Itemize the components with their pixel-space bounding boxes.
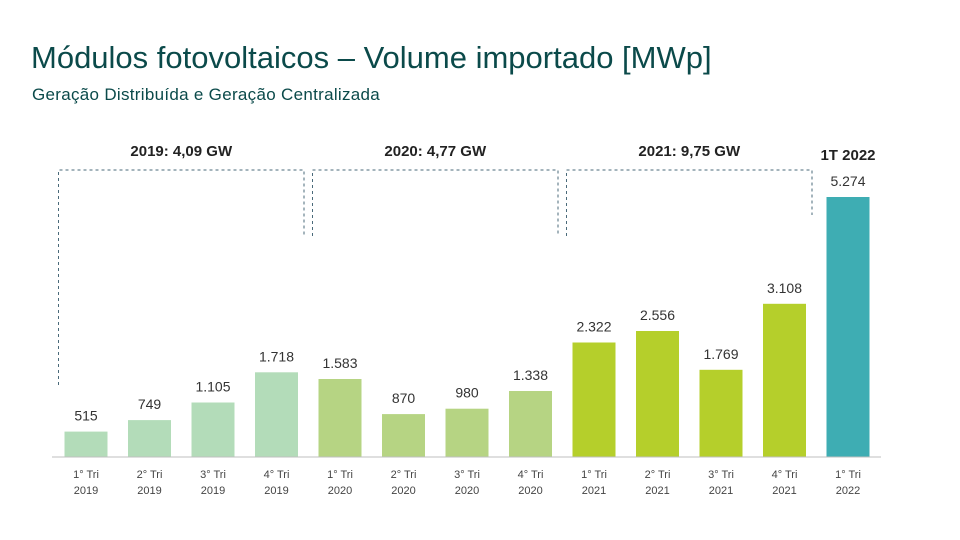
bar	[128, 420, 171, 457]
x-tick-label: 4° Tri 2020	[518, 469, 544, 497]
data-label: 1.105	[195, 379, 230, 395]
group-bracket	[566, 169, 813, 236]
x-tick-label: 2° Tri 2019	[137, 469, 163, 497]
bar	[509, 391, 552, 457]
group-brackets	[58, 169, 813, 385]
group-label: 1T 2022	[820, 147, 875, 164]
x-tick-label: 2° Tri 2021	[645, 469, 671, 497]
data-label: 1.338	[513, 367, 548, 383]
data-label: 749	[138, 396, 162, 412]
group-bracket	[312, 169, 559, 236]
data-label: 980	[455, 385, 479, 401]
x-tick-label: 3° Tri 2021	[708, 469, 734, 497]
x-tick-label: 3° Tri 2020	[454, 469, 480, 497]
group-labels: 2019: 4,09 GW 2020: 4,77 GW 2021: 9,75 GW 1…	[130, 143, 875, 164]
x-tick-label: 1° Tri 2022	[835, 469, 861, 497]
x-tick-label: 2° Tri 2020	[391, 469, 417, 497]
bar	[191, 402, 235, 457]
data-label: 870	[392, 390, 416, 406]
bar	[636, 331, 679, 457]
data-label: 2.556	[640, 307, 675, 323]
bars	[64, 197, 870, 457]
group-label: 2021: 9,75 GW	[638, 143, 741, 160]
bar	[826, 197, 870, 457]
data-label: 1.718	[259, 348, 294, 364]
x-tick-labels: 1° Tri 2019 2° Tri 2019 3° Tri 2019 4° Tri 2019…	[73, 469, 861, 497]
data-label: 3.108	[767, 280, 802, 296]
group-label: 2020: 4,77 GW	[384, 143, 487, 160]
x-tick-label: 3° Tri 2019	[200, 469, 226, 497]
bar	[699, 369, 743, 457]
x-tick-label: 1° Tri 2021	[581, 469, 607, 497]
bar	[382, 414, 425, 457]
value-labels: 515 749 1.105 1.718 1.583 870 980 1.338 2.322 2.5…	[74, 173, 865, 424]
bar	[445, 408, 489, 457]
group-bracket	[58, 169, 305, 385]
x-tick-label: 4° Tri 2021	[772, 469, 798, 497]
group-label: 2019: 4,09 GW	[130, 143, 233, 160]
bar	[255, 372, 298, 457]
x-tick-label: 1° Tri 2020	[327, 469, 353, 497]
bar	[763, 303, 806, 457]
data-label: 2.322	[576, 319, 611, 335]
chart-subtitle: Geração Distribuída e Geração Centraliza…	[32, 85, 381, 104]
data-label: 1.769	[703, 346, 738, 362]
bar	[572, 342, 616, 457]
data-label: 1.583	[322, 355, 357, 371]
data-label: 515	[74, 408, 98, 424]
data-label: 5.274	[830, 173, 865, 189]
bar	[318, 379, 362, 457]
x-tick-label: 4° Tri 2019	[264, 469, 290, 497]
x-tick-label: 1° Tri 2019	[73, 469, 99, 497]
bar	[64, 431, 108, 457]
chart-title: Módulos fotovoltaicos – Volume importado…	[31, 40, 712, 75]
